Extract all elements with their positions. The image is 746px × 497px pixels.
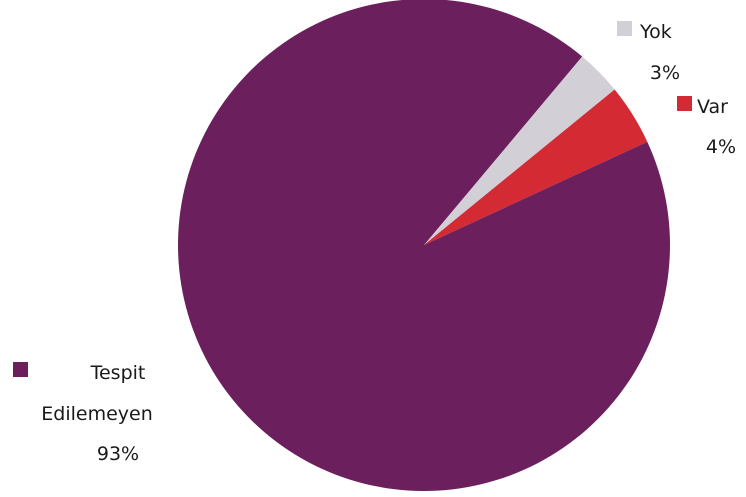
slice-label: Var	[697, 96, 728, 118]
slice-label: Edilemeyen	[41, 403, 153, 425]
slice-var	[424, 89, 648, 246]
legend-swatch-var	[677, 96, 692, 111]
slice-value-label: 4%	[706, 136, 736, 158]
slice-value-label: 3%	[650, 62, 680, 84]
slice-label: Yok	[639, 21, 672, 43]
slice-value-label: 93%	[97, 443, 139, 465]
slice-labels: Yok 3% Var 4% Tespit Edilemeyen 93%	[13, 21, 736, 465]
slice-label: Tespit	[90, 362, 146, 384]
slice-yok	[424, 56, 615, 245]
pie-slices	[178, 0, 670, 491]
legend-swatch-tespit-edilemeyen	[13, 362, 28, 377]
legend-swatch-yok	[617, 21, 632, 36]
slice-tespit-edilemeyen	[178, 0, 670, 491]
